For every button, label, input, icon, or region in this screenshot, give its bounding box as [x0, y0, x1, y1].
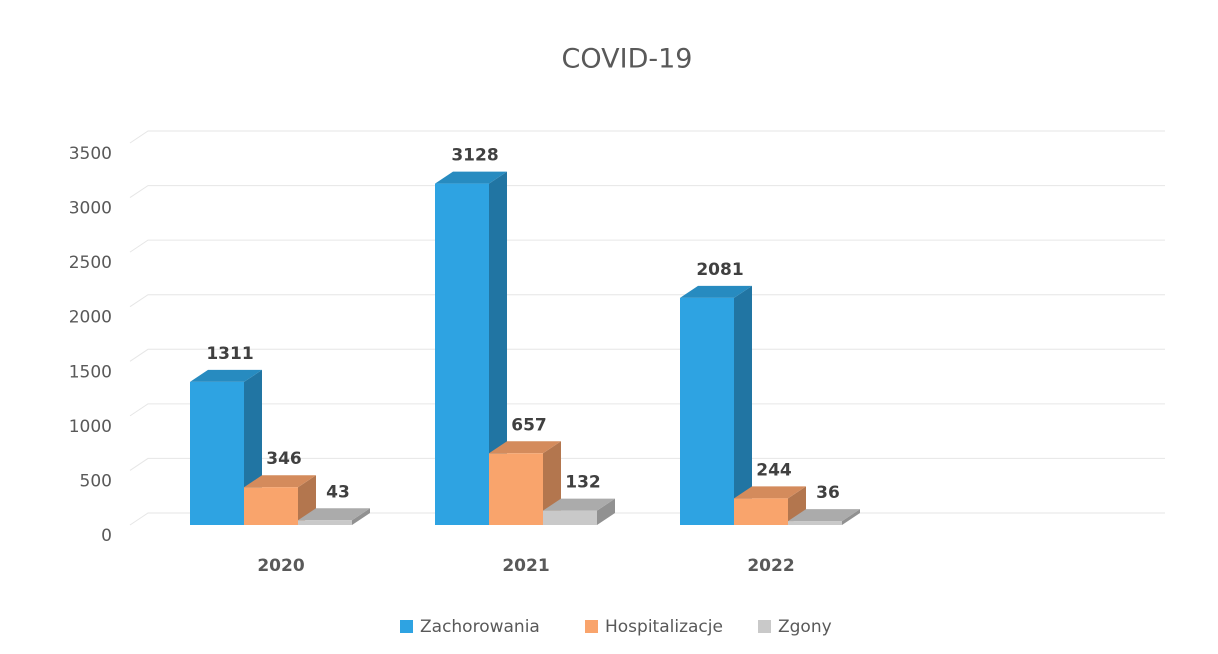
y-tick-label: 3500	[69, 144, 112, 164]
legend-label: Hospitalizacje	[605, 617, 723, 637]
bar	[435, 171, 507, 525]
data-label: 1311	[206, 344, 253, 364]
bar	[734, 486, 806, 525]
legend-swatch	[758, 620, 771, 633]
bar-front	[680, 297, 734, 525]
bar-top	[680, 285, 752, 298]
y-tick-label: 0	[101, 526, 112, 546]
bar	[543, 498, 615, 525]
bar	[190, 369, 262, 525]
grid-line	[129, 403, 1165, 417]
data-label: 244	[756, 460, 792, 480]
bar-top	[543, 498, 615, 511]
data-label: 657	[511, 415, 547, 435]
x-tick-label: 2020	[257, 556, 304, 576]
bar-side	[597, 498, 615, 525]
bar	[788, 509, 860, 525]
bar-side	[842, 509, 860, 525]
grid-line	[129, 348, 1165, 362]
bar-front	[190, 381, 244, 525]
data-label: 36	[816, 483, 840, 503]
grid-line	[129, 239, 1165, 253]
bar-front	[244, 487, 298, 525]
y-tick-label: 3000	[69, 199, 112, 219]
grid-line	[129, 185, 1165, 198]
legend-label: Zachorowania	[420, 617, 540, 637]
y-tick-label: 2000	[69, 308, 112, 328]
bar-front	[435, 183, 489, 525]
grid-line	[129, 457, 1165, 471]
bar-front	[543, 510, 597, 525]
bar-top	[244, 475, 316, 488]
x-tick-label: 2022	[747, 556, 794, 576]
data-label: 2081	[696, 260, 743, 280]
chart-title: COVID-19	[562, 44, 693, 75]
grid-line	[129, 294, 1165, 308]
data-label: 346	[266, 449, 302, 469]
x-tick-label: 2021	[502, 556, 549, 576]
data-label: 132	[565, 473, 601, 493]
bar-front	[298, 520, 352, 525]
bar-front	[734, 498, 788, 525]
bar-top	[298, 508, 370, 521]
bar-side	[734, 285, 752, 525]
legend-swatch	[400, 620, 413, 633]
y-tick-label: 1000	[69, 417, 112, 437]
bar	[680, 285, 752, 525]
y-tick-label: 500	[80, 471, 112, 491]
bar-side	[352, 508, 370, 525]
y-tick-label: 1500	[69, 362, 112, 382]
y-tick-label: 2500	[69, 253, 112, 273]
legend-label: Zgony	[778, 617, 832, 637]
bar-front	[489, 453, 543, 525]
legend-swatch	[585, 620, 598, 633]
data-label: 43	[326, 482, 350, 502]
data-label: 3128	[451, 146, 498, 166]
bar	[244, 475, 316, 525]
bar-top	[190, 369, 262, 382]
bar	[298, 508, 370, 525]
bar-top	[788, 509, 860, 522]
bar-side	[489, 171, 507, 525]
bar-top	[489, 441, 561, 454]
bar	[489, 441, 561, 525]
bar-front	[788, 521, 842, 525]
bar-top	[734, 486, 806, 499]
bar-top	[435, 171, 507, 184]
grid-line	[129, 130, 1165, 144]
